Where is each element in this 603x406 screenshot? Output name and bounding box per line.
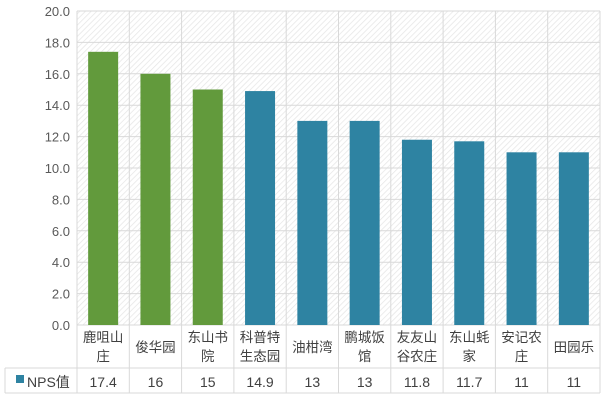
bar <box>454 141 485 325</box>
category-label: 油柑湾 <box>292 339 333 356</box>
category-label: 东山蚝 <box>449 330 490 346</box>
table-value: 11.8 <box>404 374 430 390</box>
table-value: 17.4 <box>90 374 117 390</box>
y-tick-label: 2.0 <box>52 287 70 302</box>
category-label: 鹏城饭 <box>344 330 385 346</box>
table-value: 13 <box>357 374 373 390</box>
category-label: 科普特 <box>240 330 281 346</box>
y-tick-label: 0.0 <box>52 318 70 333</box>
category-label: 鹿咀山 <box>83 329 124 346</box>
bar <box>558 152 589 325</box>
table-value: 11 <box>567 374 582 390</box>
y-tick-label: 10.0 <box>45 161 70 176</box>
y-tick-label: 12.0 <box>45 130 70 145</box>
bar <box>245 91 276 325</box>
category-label: 田园乐 <box>554 340 595 356</box>
legend-series-name: NPS值 <box>27 374 70 390</box>
table-value: 13 <box>305 374 321 390</box>
y-tick-label: 16.0 <box>45 67 70 82</box>
y-tick-label: 18.0 <box>45 35 70 50</box>
category-label: 庄 <box>96 348 110 365</box>
y-tick-label: 4.0 <box>52 255 70 270</box>
y-tick-label: 14.0 <box>45 98 70 113</box>
y-tick-label: 8.0 <box>52 192 70 207</box>
category-label: 安记农 <box>501 330 542 346</box>
category-label: 生态园 <box>240 349 281 365</box>
table-value: 14.9 <box>246 374 273 390</box>
bar <box>88 51 119 325</box>
bar <box>401 139 432 325</box>
y-tick-label: 6.0 <box>52 224 70 239</box>
bar <box>349 120 380 326</box>
category-label: 谷农庄 <box>397 348 438 365</box>
category-label: 庄 <box>515 348 529 365</box>
table-value: 11 <box>514 374 529 390</box>
category-label: 友友山 <box>397 330 438 346</box>
table-value: 16 <box>148 374 164 390</box>
category-label: 东山书 <box>188 330 229 346</box>
category-label: 家 <box>463 348 477 365</box>
table-value: 11.7 <box>456 374 482 390</box>
y-tick-label: 20.0 <box>45 4 70 19</box>
bar <box>506 152 537 325</box>
bar <box>297 120 328 326</box>
category-label: 俊华园 <box>135 340 176 356</box>
bar <box>192 89 223 325</box>
table-value: 15 <box>200 374 216 390</box>
category-label: 馆 <box>358 349 372 365</box>
legend-key <box>16 375 24 383</box>
category-label: 院 <box>201 349 215 365</box>
bar <box>140 73 171 325</box>
